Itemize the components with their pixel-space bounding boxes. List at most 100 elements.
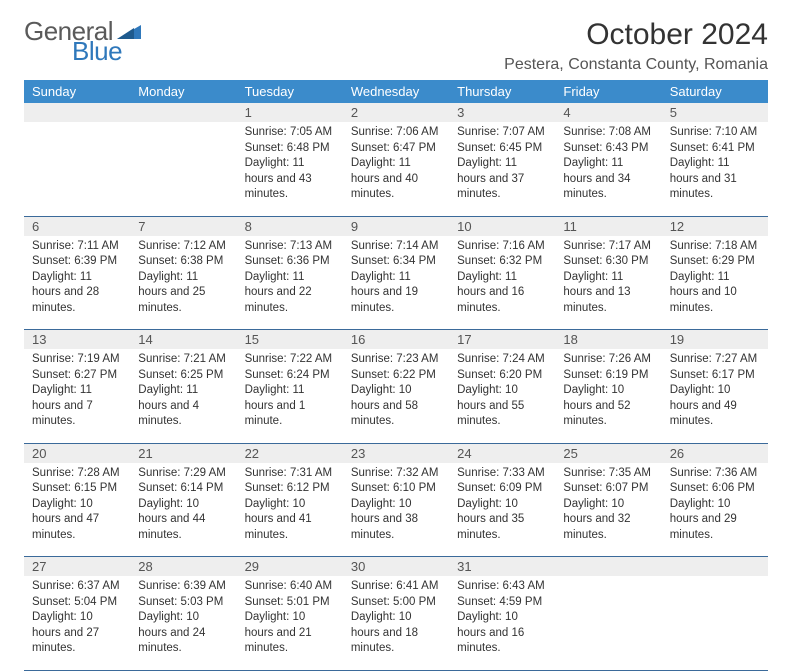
day-cell-content: Sunrise: 7:08 AMSunset: 6:43 PMDaylight:… [555,122,661,209]
day-cell-content: Sunrise: 7:26 AMSunset: 6:19 PMDaylight:… [555,349,661,436]
day-cell-content: Sunrise: 7:10 AMSunset: 6:41 PMDaylight:… [662,122,768,209]
day-cell-content: Sunrise: 7:12 AMSunset: 6:38 PMDaylight:… [130,236,236,323]
day-cell: Sunrise: 6:37 AMSunset: 5:04 PMDaylight:… [24,576,130,670]
logo-text-blue: Blue [72,38,143,64]
header: General Blue October 2024 Pestera, Const… [24,18,768,74]
day-cell-content: Sunrise: 7:28 AMSunset: 6:15 PMDaylight:… [24,463,130,550]
day-cell [662,576,768,670]
day-cell-content: Sunrise: 7:24 AMSunset: 6:20 PMDaylight:… [449,349,555,436]
day-cell: Sunrise: 7:06 AMSunset: 6:47 PMDaylight:… [343,122,449,216]
day-header: Wednesday [343,80,449,103]
day-cell: Sunrise: 7:16 AMSunset: 6:32 PMDaylight:… [449,236,555,330]
day-cell-content: Sunrise: 7:36 AMSunset: 6:06 PMDaylight:… [662,463,768,550]
location-text: Pestera, Constanta County, Romania [504,56,768,74]
day-number-cell: 25 [555,443,661,463]
day-number-cell: 14 [130,330,236,350]
calendar-body: 12345Sunrise: 7:05 AMSunset: 6:48 PMDayl… [24,103,768,670]
daynum-row: 13141516171819 [24,330,768,350]
day-cell-content: Sunrise: 6:43 AMSunset: 4:59 PMDaylight:… [449,576,555,663]
content-row: Sunrise: 7:28 AMSunset: 6:15 PMDaylight:… [24,463,768,557]
day-number-cell: 22 [237,443,343,463]
day-cell: Sunrise: 7:19 AMSunset: 6:27 PMDaylight:… [24,349,130,443]
content-row: Sunrise: 7:05 AMSunset: 6:48 PMDaylight:… [24,122,768,216]
day-cell-content: Sunrise: 7:14 AMSunset: 6:34 PMDaylight:… [343,236,449,323]
day-cell: Sunrise: 7:23 AMSunset: 6:22 PMDaylight:… [343,349,449,443]
calendar-table: SundayMondayTuesdayWednesdayThursdayFrid… [24,80,768,671]
content-row: Sunrise: 6:37 AMSunset: 5:04 PMDaylight:… [24,576,768,670]
day-cell: Sunrise: 7:07 AMSunset: 6:45 PMDaylight:… [449,122,555,216]
day-cell: Sunrise: 7:26 AMSunset: 6:19 PMDaylight:… [555,349,661,443]
day-cell: Sunrise: 6:40 AMSunset: 5:01 PMDaylight:… [237,576,343,670]
day-cell [555,576,661,670]
daynum-row: 6789101112 [24,216,768,236]
day-cell-content: Sunrise: 7:17 AMSunset: 6:30 PMDaylight:… [555,236,661,323]
day-cell [130,122,236,216]
day-cell: Sunrise: 6:39 AMSunset: 5:03 PMDaylight:… [130,576,236,670]
day-number-cell: 12 [662,216,768,236]
day-number-cell: 13 [24,330,130,350]
day-number-cell [130,103,236,122]
day-number-cell: 8 [237,216,343,236]
day-cell: Sunrise: 6:43 AMSunset: 4:59 PMDaylight:… [449,576,555,670]
daynum-row: 12345 [24,103,768,122]
day-number-cell: 5 [662,103,768,122]
day-number-cell: 2 [343,103,449,122]
day-cell-content: Sunrise: 7:31 AMSunset: 6:12 PMDaylight:… [237,463,343,550]
day-cell: Sunrise: 7:36 AMSunset: 6:06 PMDaylight:… [662,463,768,557]
day-number-cell: 7 [130,216,236,236]
day-cell: Sunrise: 7:08 AMSunset: 6:43 PMDaylight:… [555,122,661,216]
day-number-cell: 20 [24,443,130,463]
day-number-cell: 3 [449,103,555,122]
day-cell-content: Sunrise: 6:37 AMSunset: 5:04 PMDaylight:… [24,576,130,663]
day-cell-content: Sunrise: 7:06 AMSunset: 6:47 PMDaylight:… [343,122,449,209]
day-cell-content: Sunrise: 7:11 AMSunset: 6:39 PMDaylight:… [24,236,130,323]
day-number-cell: 10 [449,216,555,236]
day-header: Saturday [662,80,768,103]
day-number-cell: 9 [343,216,449,236]
day-number-cell [662,557,768,577]
day-cell-content: Sunrise: 7:32 AMSunset: 6:10 PMDaylight:… [343,463,449,550]
day-cell-content: Sunrise: 7:23 AMSunset: 6:22 PMDaylight:… [343,349,449,436]
day-cell-content: Sunrise: 7:35 AMSunset: 6:07 PMDaylight:… [555,463,661,550]
logo: General Blue [24,18,143,64]
day-number-cell: 19 [662,330,768,350]
day-cell-content: Sunrise: 7:29 AMSunset: 6:14 PMDaylight:… [130,463,236,550]
day-cell: Sunrise: 7:33 AMSunset: 6:09 PMDaylight:… [449,463,555,557]
day-cell-content: Sunrise: 7:13 AMSunset: 6:36 PMDaylight:… [237,236,343,323]
day-cell: Sunrise: 7:22 AMSunset: 6:24 PMDaylight:… [237,349,343,443]
day-cell: Sunrise: 7:05 AMSunset: 6:48 PMDaylight:… [237,122,343,216]
day-cell: Sunrise: 7:27 AMSunset: 6:17 PMDaylight:… [662,349,768,443]
day-cell-content: Sunrise: 6:40 AMSunset: 5:01 PMDaylight:… [237,576,343,663]
daynum-row: 2728293031 [24,557,768,577]
day-header: Thursday [449,80,555,103]
day-cell: Sunrise: 7:28 AMSunset: 6:15 PMDaylight:… [24,463,130,557]
day-number-cell: 29 [237,557,343,577]
day-cell-content: Sunrise: 7:33 AMSunset: 6:09 PMDaylight:… [449,463,555,550]
day-number-cell: 11 [555,216,661,236]
day-cell: Sunrise: 7:21 AMSunset: 6:25 PMDaylight:… [130,349,236,443]
day-cell: Sunrise: 6:41 AMSunset: 5:00 PMDaylight:… [343,576,449,670]
day-header: Sunday [24,80,130,103]
day-number-cell: 24 [449,443,555,463]
day-number-cell: 23 [343,443,449,463]
day-cell-content: Sunrise: 7:07 AMSunset: 6:45 PMDaylight:… [449,122,555,209]
day-cell-content: Sunrise: 7:18 AMSunset: 6:29 PMDaylight:… [662,236,768,323]
day-cell: Sunrise: 7:13 AMSunset: 6:36 PMDaylight:… [237,236,343,330]
day-number-cell: 16 [343,330,449,350]
day-cell: Sunrise: 7:29 AMSunset: 6:14 PMDaylight:… [130,463,236,557]
content-row: Sunrise: 7:11 AMSunset: 6:39 PMDaylight:… [24,236,768,330]
title-block: October 2024 Pestera, Constanta County, … [504,18,768,74]
day-number-cell: 6 [24,216,130,236]
day-number-cell [555,557,661,577]
day-number-cell: 15 [237,330,343,350]
day-number-cell: 18 [555,330,661,350]
day-number-cell: 31 [449,557,555,577]
day-number-cell: 1 [237,103,343,122]
day-cell: Sunrise: 7:24 AMSunset: 6:20 PMDaylight:… [449,349,555,443]
day-cell-content: Sunrise: 6:39 AMSunset: 5:03 PMDaylight:… [130,576,236,663]
day-cell-content: Sunrise: 7:19 AMSunset: 6:27 PMDaylight:… [24,349,130,436]
day-cell: Sunrise: 7:17 AMSunset: 6:30 PMDaylight:… [555,236,661,330]
day-cell-content: Sunrise: 7:05 AMSunset: 6:48 PMDaylight:… [237,122,343,209]
day-cell: Sunrise: 7:11 AMSunset: 6:39 PMDaylight:… [24,236,130,330]
content-row: Sunrise: 7:19 AMSunset: 6:27 PMDaylight:… [24,349,768,443]
